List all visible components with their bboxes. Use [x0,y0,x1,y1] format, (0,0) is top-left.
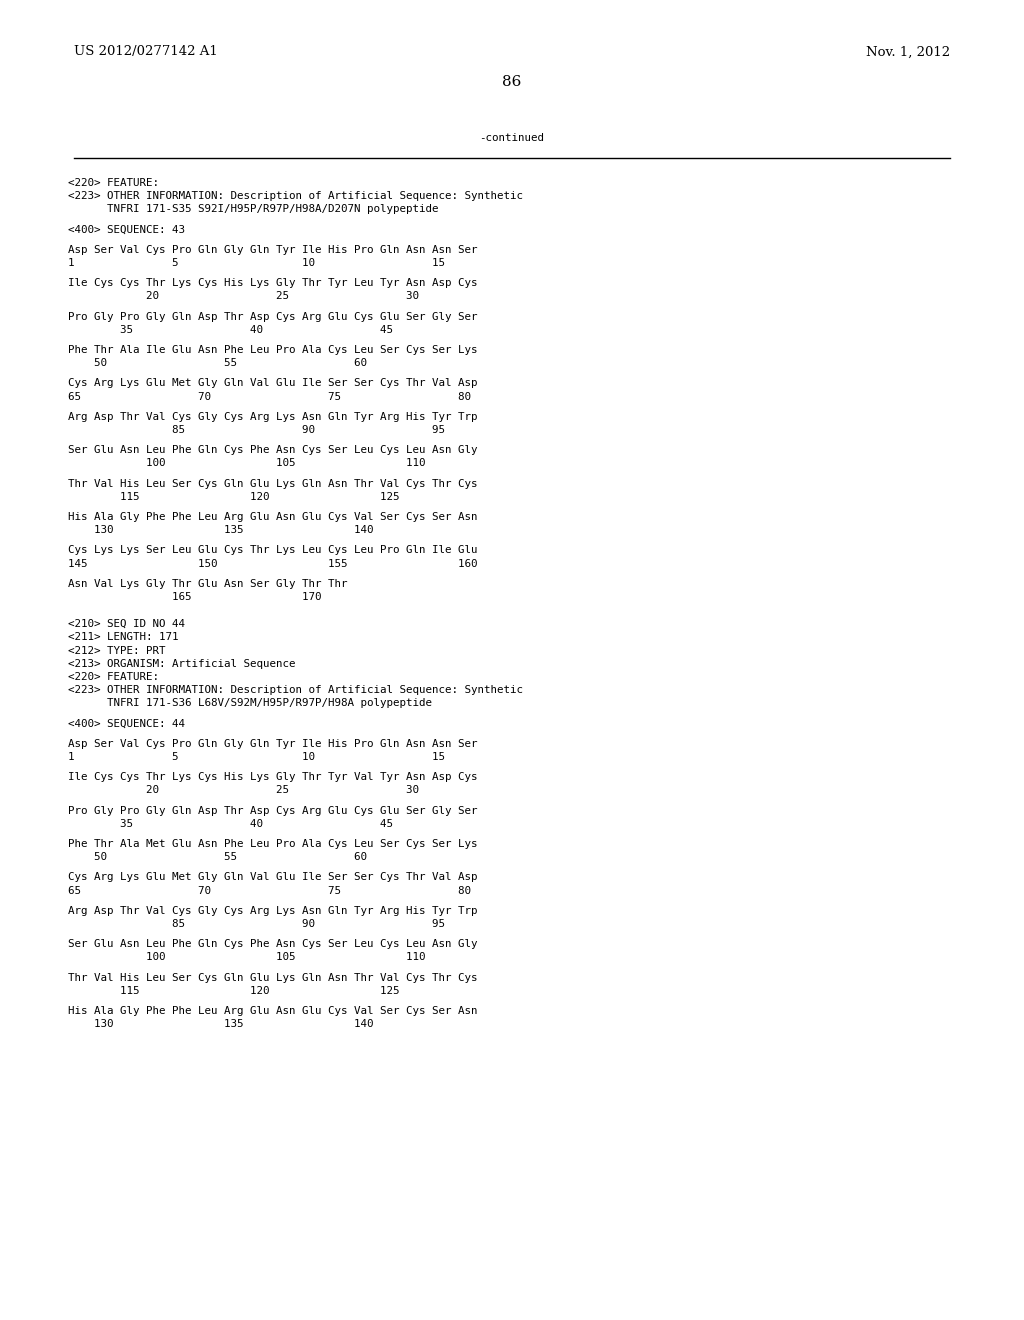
Text: 1               5                   10                  15: 1 5 10 15 [68,752,445,762]
Text: Ser Glu Asn Leu Phe Gln Cys Phe Asn Cys Ser Leu Cys Leu Asn Gly: Ser Glu Asn Leu Phe Gln Cys Phe Asn Cys … [68,940,477,949]
Text: <210> SEQ ID NO 44: <210> SEQ ID NO 44 [68,619,185,630]
Text: Asp Ser Val Cys Pro Gln Gly Gln Tyr Ile His Pro Gln Asn Asn Ser: Asp Ser Val Cys Pro Gln Gly Gln Tyr Ile … [68,244,477,255]
Text: TNFRI 171-S35 S92I/H95P/R97P/H98A/D207N polypeptide: TNFRI 171-S35 S92I/H95P/R97P/H98A/D207N … [68,205,438,214]
Text: TNFRI 171-S36 L68V/S92M/H95P/R97P/H98A polypeptide: TNFRI 171-S36 L68V/S92M/H95P/R97P/H98A p… [68,698,432,709]
Text: Pro Gly Pro Gly Gln Asp Thr Asp Cys Arg Glu Cys Glu Ser Gly Ser: Pro Gly Pro Gly Gln Asp Thr Asp Cys Arg … [68,805,477,816]
Text: Phe Thr Ala Met Glu Asn Phe Leu Pro Ala Cys Leu Ser Cys Ser Lys: Phe Thr Ala Met Glu Asn Phe Leu Pro Ala … [68,840,477,849]
Text: Ser Glu Asn Leu Phe Gln Cys Phe Asn Cys Ser Leu Cys Leu Asn Gly: Ser Glu Asn Leu Phe Gln Cys Phe Asn Cys … [68,445,477,455]
Text: <220> FEATURE:: <220> FEATURE: [68,672,159,682]
Text: 165                 170: 165 170 [68,591,322,602]
Text: 85                  90                  95: 85 90 95 [68,919,445,929]
Text: <223> OTHER INFORMATION: Description of Artificial Sequence: Synthetic: <223> OTHER INFORMATION: Description of … [68,191,523,201]
Text: Asn Val Lys Gly Thr Glu Asn Ser Gly Thr Thr: Asn Val Lys Gly Thr Glu Asn Ser Gly Thr … [68,578,347,589]
Text: 85                  90                  95: 85 90 95 [68,425,445,436]
Text: 65                  70                  75                  80: 65 70 75 80 [68,886,471,895]
Text: 50                  55                  60: 50 55 60 [68,358,367,368]
Text: 86: 86 [503,75,521,88]
Text: Cys Arg Lys Glu Met Gly Gln Val Glu Ile Ser Ser Cys Thr Val Asp: Cys Arg Lys Glu Met Gly Gln Val Glu Ile … [68,873,477,882]
Text: 130                 135                 140: 130 135 140 [68,525,374,535]
Text: <220> FEATURE:: <220> FEATURE: [68,178,159,187]
Text: 1               5                   10                  15: 1 5 10 15 [68,257,445,268]
Text: <211> LENGTH: 171: <211> LENGTH: 171 [68,632,178,643]
Text: Ile Cys Cys Thr Lys Cys His Lys Gly Thr Tyr Val Tyr Asn Asp Cys: Ile Cys Cys Thr Lys Cys His Lys Gly Thr … [68,772,477,783]
Text: -continued: -continued [479,133,545,143]
Text: His Ala Gly Phe Phe Leu Arg Glu Asn Glu Cys Val Ser Cys Ser Asn: His Ala Gly Phe Phe Leu Arg Glu Asn Glu … [68,1006,477,1016]
Text: Arg Asp Thr Val Cys Gly Cys Arg Lys Asn Gln Tyr Arg His Tyr Trp: Arg Asp Thr Val Cys Gly Cys Arg Lys Asn … [68,412,477,422]
Text: 100                 105                 110: 100 105 110 [68,458,426,469]
Text: 115                 120                 125: 115 120 125 [68,492,399,502]
Text: 115                 120                 125: 115 120 125 [68,986,399,995]
Text: Nov. 1, 2012: Nov. 1, 2012 [866,45,950,58]
Text: Asp Ser Val Cys Pro Gln Gly Gln Tyr Ile His Pro Gln Asn Asn Ser: Asp Ser Val Cys Pro Gln Gly Gln Tyr Ile … [68,739,477,748]
Text: 20                  25                  30: 20 25 30 [68,785,419,796]
Text: Phe Thr Ala Ile Glu Asn Phe Leu Pro Ala Cys Leu Ser Cys Ser Lys: Phe Thr Ala Ile Glu Asn Phe Leu Pro Ala … [68,345,477,355]
Text: <400> SEQUENCE: 43: <400> SEQUENCE: 43 [68,224,185,235]
Text: His Ala Gly Phe Phe Leu Arg Glu Asn Glu Cys Val Ser Cys Ser Asn: His Ala Gly Phe Phe Leu Arg Glu Asn Glu … [68,512,477,521]
Text: 130                 135                 140: 130 135 140 [68,1019,374,1030]
Text: Ile Cys Cys Thr Lys Cys His Lys Gly Thr Tyr Leu Tyr Asn Asp Cys: Ile Cys Cys Thr Lys Cys His Lys Gly Thr … [68,279,477,288]
Text: 100                 105                 110: 100 105 110 [68,953,426,962]
Text: <213> ORGANISM: Artificial Sequence: <213> ORGANISM: Artificial Sequence [68,659,296,669]
Text: 35                  40                  45: 35 40 45 [68,325,393,335]
Text: Pro Gly Pro Gly Gln Asp Thr Asp Cys Arg Glu Cys Glu Ser Gly Ser: Pro Gly Pro Gly Gln Asp Thr Asp Cys Arg … [68,312,477,322]
Text: <400> SEQUENCE: 44: <400> SEQUENCE: 44 [68,718,185,729]
Text: <212> TYPE: PRT: <212> TYPE: PRT [68,645,166,656]
Text: 65                  70                  75                  80: 65 70 75 80 [68,392,471,401]
Text: Arg Asp Thr Val Cys Gly Cys Arg Lys Asn Gln Tyr Arg His Tyr Trp: Arg Asp Thr Val Cys Gly Cys Arg Lys Asn … [68,906,477,916]
Text: 35                  40                  45: 35 40 45 [68,818,393,829]
Text: Thr Val His Leu Ser Cys Gln Glu Lys Gln Asn Thr Val Cys Thr Cys: Thr Val His Leu Ser Cys Gln Glu Lys Gln … [68,479,477,488]
Text: 50                  55                  60: 50 55 60 [68,853,367,862]
Text: 145                 150                 155                 160: 145 150 155 160 [68,558,477,569]
Text: Cys Lys Lys Ser Leu Glu Cys Thr Lys Leu Cys Leu Pro Gln Ile Glu: Cys Lys Lys Ser Leu Glu Cys Thr Lys Leu … [68,545,477,556]
Text: 20                  25                  30: 20 25 30 [68,292,419,301]
Text: Thr Val His Leu Ser Cys Gln Glu Lys Gln Asn Thr Val Cys Thr Cys: Thr Val His Leu Ser Cys Gln Glu Lys Gln … [68,973,477,982]
Text: US 2012/0277142 A1: US 2012/0277142 A1 [74,45,217,58]
Text: Cys Arg Lys Glu Met Gly Gln Val Glu Ile Ser Ser Cys Thr Val Asp: Cys Arg Lys Glu Met Gly Gln Val Glu Ile … [68,379,477,388]
Text: <223> OTHER INFORMATION: Description of Artificial Sequence: Synthetic: <223> OTHER INFORMATION: Description of … [68,685,523,696]
